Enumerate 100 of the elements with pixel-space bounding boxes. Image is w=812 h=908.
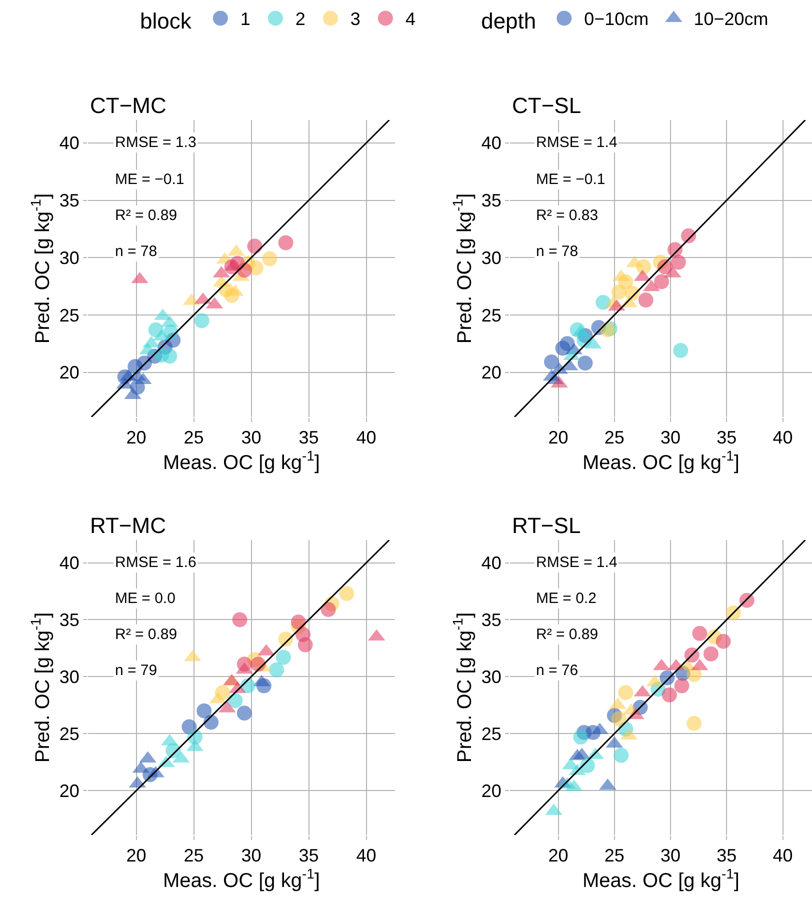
x-tick-label: 35 [298,428,319,448]
annotation: ME = 0.2 [536,590,596,607]
y-tick-label: 40 [481,133,502,154]
point [638,292,654,308]
point [232,612,248,628]
y-tick-label: 25 [481,724,502,744]
legend-label: 3 [350,9,360,30]
x-tick-label: 20 [548,428,568,448]
y-tick-label: 35 [59,610,80,630]
x-axis-title: Meas. OC [g kg$^{-1}$] [582,866,740,892]
point [578,356,593,371]
y-tick-label: 30 [59,666,80,687]
x-axis-title: Meas. OC [g kg$^{-1}$] [163,448,320,474]
point [290,614,306,630]
text: 0−10cm [584,9,649,30]
x-tick-label: 20 [126,846,146,866]
annotation: n = 79 [115,662,158,679]
point [320,602,336,617]
annotation: n = 76 [536,662,578,679]
annotation: R² = 0.83 [536,207,598,224]
y-tick-label: 20 [59,362,80,383]
y-tick-label: 20 [59,780,80,801]
x-axis-title: Meas. OC [g kg$^{-1}$] [582,448,740,474]
point [236,706,252,721]
point [618,685,634,700]
x-tick-label: 35 [716,428,737,448]
y-tick-label: 35 [59,190,80,211]
point [673,342,688,358]
annotation: RMSE = 1.6 [115,554,196,571]
y-tick-label: 25 [481,305,502,326]
x-tick-label: 40 [356,428,376,448]
x-tick-label: 30 [660,846,681,866]
chart-title: CT−MC [90,93,166,118]
x-tick-label: 35 [716,846,737,866]
point [662,687,677,702]
point [544,354,560,370]
annotation: R² = 0.89 [536,626,598,643]
annotation: n = 78 [536,243,578,260]
y-tick-label: 35 [481,190,502,211]
point [339,586,354,602]
point [686,716,702,731]
y-tick-label: 20 [481,362,502,383]
point [703,646,718,662]
point [194,313,210,328]
chart-title: RT−MC [90,513,166,538]
point [611,711,626,726]
y-tick-label: 25 [59,724,80,744]
x-tick-label: 30 [241,428,262,448]
annotation: R² = 0.89 [115,626,178,643]
annotation: RMSE = 1.3 [115,134,196,151]
legend-title: block [140,8,192,34]
y-tick-label: 20 [481,780,502,801]
point [614,748,629,763]
y-tick-label: 25 [59,305,80,326]
x-tick-label: 30 [241,846,262,866]
point [269,662,284,678]
point [278,235,294,250]
x-tick-label: 30 [660,428,681,448]
point [573,730,588,745]
x-tick-label: 20 [548,846,568,866]
y-tick-label: 40 [59,133,80,154]
point [298,637,313,652]
x-tick-label: 25 [604,428,624,448]
annotation: ME = 0.0 [115,590,176,607]
point [247,238,262,254]
annotation: RMSE = 1.4 [536,554,618,571]
point [262,251,278,266]
x-tick-label: 20 [126,428,146,448]
point [674,678,690,694]
point [154,348,170,363]
x-tick-label: 25 [604,846,624,866]
annotation: RMSE = 1.4 [536,134,618,151]
legend-label: 2 [295,9,306,30]
x-tick-label: 40 [772,846,793,866]
x-tick-label: 40 [356,846,376,866]
point [228,693,243,708]
annotation: ME = −0.1 [115,171,184,188]
point [654,274,670,290]
x-tick-label: 25 [184,846,204,866]
chart-title: CT−SL [512,93,582,118]
x-axis-title: Meas. OC [g kg$^{-1}$] [163,866,320,892]
point [692,626,708,641]
legend-label: 1 [240,9,250,30]
point [276,650,291,665]
y-tick-label: 40 [59,553,80,574]
annotation: R² = 0.89 [115,207,178,224]
point [196,703,212,718]
chart-title: RT−SL [512,513,581,538]
annotation: n = 78 [115,243,158,260]
annotation: ME = −0.1 [536,171,606,188]
y-tick-label: 30 [59,248,80,268]
x-tick-label: 35 [298,846,319,866]
x-tick-label: 25 [184,428,204,448]
point [716,634,731,649]
y-tick-label: 35 [481,610,502,630]
legend-label: 4 [405,9,416,30]
x-tick-label: 40 [772,428,793,448]
y-tick-label: 30 [481,666,502,687]
point [670,254,686,270]
legend-label: 10−20cm [694,9,768,30]
